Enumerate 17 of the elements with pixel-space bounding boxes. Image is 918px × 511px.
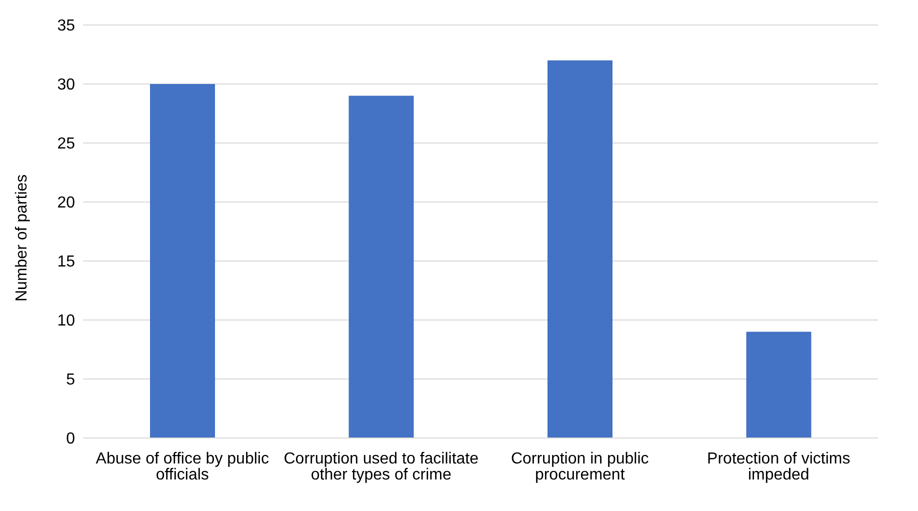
bar bbox=[348, 96, 414, 438]
bar bbox=[150, 84, 215, 438]
y-tick-label: 25 bbox=[57, 136, 76, 153]
y-axis-title: Number of parties bbox=[14, 174, 31, 302]
y-tick-label: 35 bbox=[57, 18, 76, 35]
y-tick-label: 30 bbox=[57, 76, 76, 94]
bar bbox=[746, 332, 812, 438]
y-tick-label: 20 bbox=[57, 194, 76, 212]
bar bbox=[548, 60, 612, 438]
y-tick-label: 0 bbox=[66, 430, 76, 448]
y-tick-label: 15 bbox=[57, 254, 76, 271]
x-tick-label: Abuse of office by public officials bbox=[96, 450, 269, 484]
y-tick-label: 5 bbox=[66, 372, 76, 389]
x-tick-label: Corruption in public procurement bbox=[510, 450, 649, 484]
y-tick-label: 10 bbox=[57, 312, 76, 330]
x-tick-label: Corruption used to facilitate other types of crime bbox=[284, 450, 479, 484]
x-tick-label: Protection of victims impeded bbox=[707, 450, 850, 484]
